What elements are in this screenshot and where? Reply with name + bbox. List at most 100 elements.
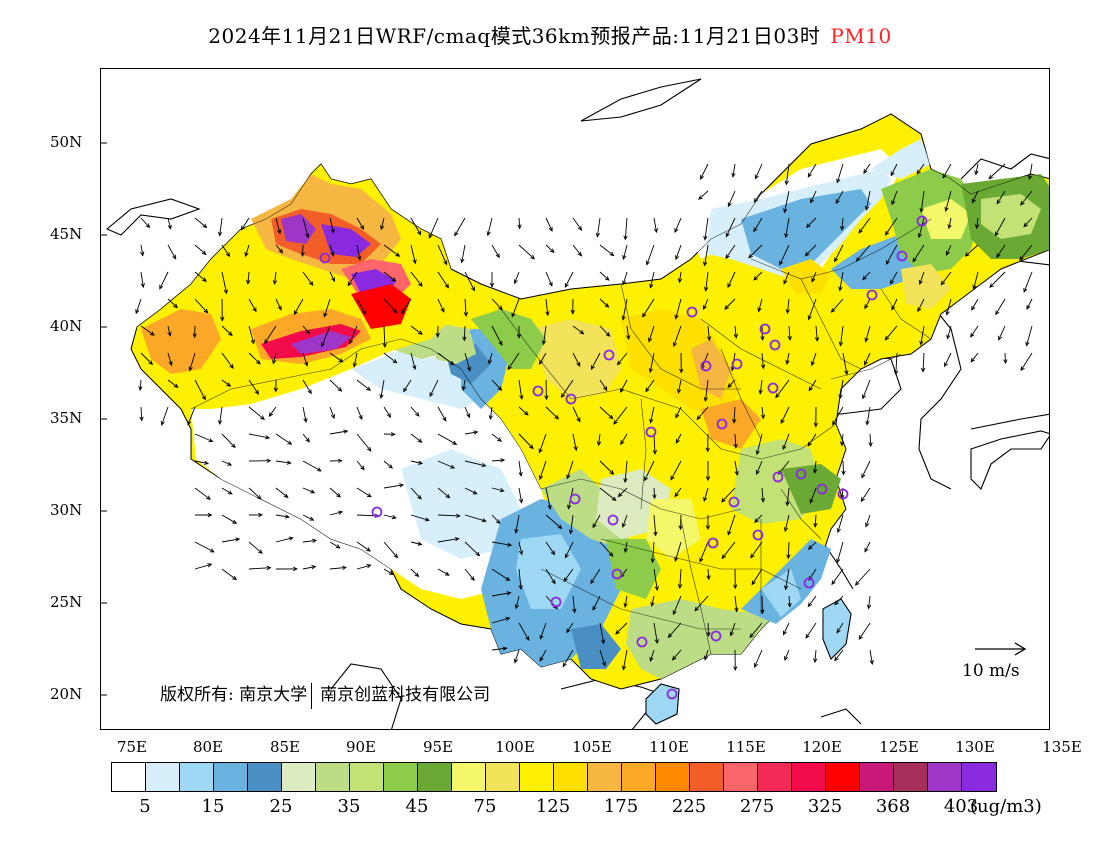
wind-arrowhead-icon (805, 223, 811, 229)
wind-arrowhead-icon (256, 359, 261, 365)
wind-arrow-icon (1020, 352, 1033, 371)
wind-arrowhead-icon (620, 387, 625, 393)
wind-arrowhead-icon (202, 223, 208, 229)
wind-arrowhead-icon (945, 310, 950, 316)
wind-scale-label: 10 m/s (962, 661, 1020, 681)
wind-arrow-icon (805, 622, 817, 639)
wind-arrowhead-icon (839, 441, 845, 447)
wind-arrow-icon (539, 460, 547, 480)
legend-swatch (214, 763, 248, 791)
wind-arrow-icon (488, 352, 493, 364)
city-marker-icon (837, 488, 849, 500)
wind-arrow-icon (704, 379, 709, 401)
wind-arrow-icon (779, 244, 790, 265)
wind-arrow-icon (749, 622, 763, 638)
wind-arrow-icon (1023, 271, 1033, 293)
wind-arrow-icon (624, 217, 628, 240)
wind-arrowhead-icon (721, 554, 727, 560)
wind-arrow-icon (302, 244, 304, 257)
wind-arrow-icon (241, 217, 250, 230)
lon-label-135e: 135E (1042, 738, 1082, 756)
wind-arrow-icon (891, 190, 898, 205)
wind-arrow-icon (864, 541, 871, 552)
wind-arrow-icon (996, 244, 1006, 258)
wind-arrow-icon (734, 433, 737, 448)
wind-arrow-icon (248, 541, 263, 554)
wind-arrow-icon (329, 217, 335, 233)
wind-arrow-icon (464, 271, 475, 291)
city-marker-icon (700, 360, 712, 372)
wind-arrow-icon (807, 163, 817, 178)
wind-arrow-icon (895, 352, 898, 375)
wind-arrowhead-icon (758, 389, 763, 395)
wind-arrowhead-icon (525, 636, 530, 642)
lon-label-75e: 75E (116, 738, 148, 756)
wind-arrow-icon (159, 271, 169, 289)
wind-arrow-icon (248, 406, 265, 420)
wind-arrowhead-icon (592, 605, 597, 611)
wind-arrowhead-icon (754, 174, 759, 180)
wind-arrow-icon (245, 244, 250, 257)
wind-arrowhead-icon (654, 586, 659, 592)
wind-arrow-icon (948, 217, 952, 229)
wind-arrowhead-icon (529, 444, 534, 450)
wind-arrow-icon (491, 514, 501, 524)
wind-arrowhead-icon (996, 253, 1001, 259)
wind-arrowhead-icon (566, 628, 571, 634)
wind-arrowhead-icon (760, 609, 765, 615)
wind-arrow-icon (786, 352, 790, 364)
city-marker-icon (866, 289, 878, 301)
wind-arrowhead-icon (854, 580, 860, 586)
wind-arrowhead-icon (838, 341, 844, 347)
wind-arrow-icon (721, 487, 736, 503)
wind-arrow-icon (680, 514, 682, 530)
wind-arrow-icon (748, 244, 763, 259)
wind-arrow-icon (868, 595, 871, 609)
wind-arrow-icon (464, 406, 470, 418)
wind-arrowhead-icon (498, 340, 503, 346)
wind-arrow-icon (730, 622, 736, 636)
wind-arrowhead-icon (623, 602, 628, 608)
wind-arrow-icon (274, 271, 277, 284)
wind-arrowhead-icon (539, 656, 544, 662)
wind-arrow-icon (912, 244, 925, 262)
wind-arrowhead-icon (650, 601, 655, 607)
wind-arrowhead-icon (208, 438, 214, 443)
wind-arrowhead-icon (513, 658, 519, 664)
wind-arrow-icon (410, 541, 422, 545)
wind-arrow-icon (725, 217, 736, 237)
wind-arrowhead-icon (734, 470, 739, 476)
wind-arrow-icon (862, 379, 871, 399)
map-area[interactable] (100, 68, 1050, 730)
wind-arrowhead-icon (454, 231, 459, 237)
wind-arrow-icon (356, 541, 371, 552)
wind-arrow-icon (356, 244, 361, 260)
wind-arrowhead-icon (347, 281, 352, 287)
wind-arrowhead-icon (944, 362, 948, 368)
wind-arrowhead-icon (834, 600, 839, 606)
wind-arrow-icon (194, 563, 212, 570)
wind-arrowhead-icon (623, 478, 628, 484)
wind-arrowhead-icon (674, 556, 679, 563)
wind-arrow-icon (988, 163, 1006, 180)
wind-arrow-icon (437, 406, 447, 422)
wind-arrow-icon (811, 271, 817, 282)
wind-arrowhead-icon (749, 633, 754, 639)
wind-arrowhead-icon (138, 386, 143, 392)
wind-arrowhead-icon (784, 585, 789, 591)
legend-unit: (ug/m3) (970, 796, 1042, 817)
wind-arrow-icon (648, 325, 655, 342)
city-marker-icon (896, 250, 908, 262)
lat-label-50n: 50N (50, 133, 83, 151)
wind-arrowhead-icon (855, 257, 861, 262)
wind-arrow-icon (349, 325, 358, 344)
legend-label: 225 (671, 796, 707, 817)
wind-arrow-icon (704, 244, 709, 266)
wind-arrowhead-icon (336, 493, 341, 498)
wind-arrowhead-icon (613, 419, 618, 425)
wind-arrow-icon (618, 487, 628, 497)
wind-arrowhead-icon (207, 512, 213, 518)
wind-arrow-icon (140, 244, 144, 256)
wind-arrowhead-icon (331, 277, 335, 283)
wind-arrow-icon (624, 541, 628, 553)
